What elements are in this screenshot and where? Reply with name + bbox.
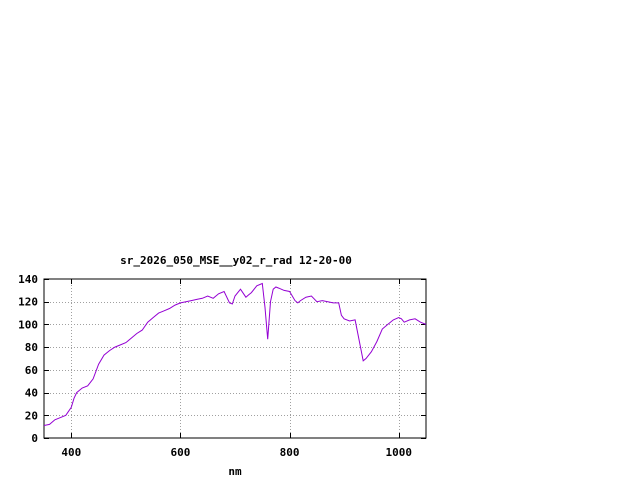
y-tick-label: 80 bbox=[25, 341, 38, 354]
x-axis-label: nm bbox=[228, 465, 242, 478]
y-tick-label: 140 bbox=[18, 273, 38, 286]
x-tick-label: 800 bbox=[280, 446, 300, 459]
y-axis: 0 20 40 60 80 100 120 140 bbox=[18, 273, 426, 445]
y-tick-label: 0 bbox=[31, 432, 38, 445]
x-tick-label: 400 bbox=[61, 446, 81, 459]
x-tick-label: 600 bbox=[170, 446, 190, 459]
y-tick-label: 20 bbox=[25, 409, 38, 422]
chart-title: sr_2026_050_MSE__y02_r_rad 12-20-00 bbox=[120, 254, 352, 267]
y-tick-label: 100 bbox=[18, 318, 38, 331]
x-tick-label: 1000 bbox=[385, 446, 412, 459]
y-tick-label: 40 bbox=[25, 387, 38, 400]
plot-frame bbox=[43, 278, 427, 439]
grid-lines bbox=[44, 279, 426, 438]
series-line bbox=[43, 282, 427, 426]
y-tick-label: 120 bbox=[18, 296, 38, 309]
x-axis: 400 600 800 1000 bbox=[61, 279, 412, 459]
y-tick-label: 60 bbox=[25, 364, 38, 377]
